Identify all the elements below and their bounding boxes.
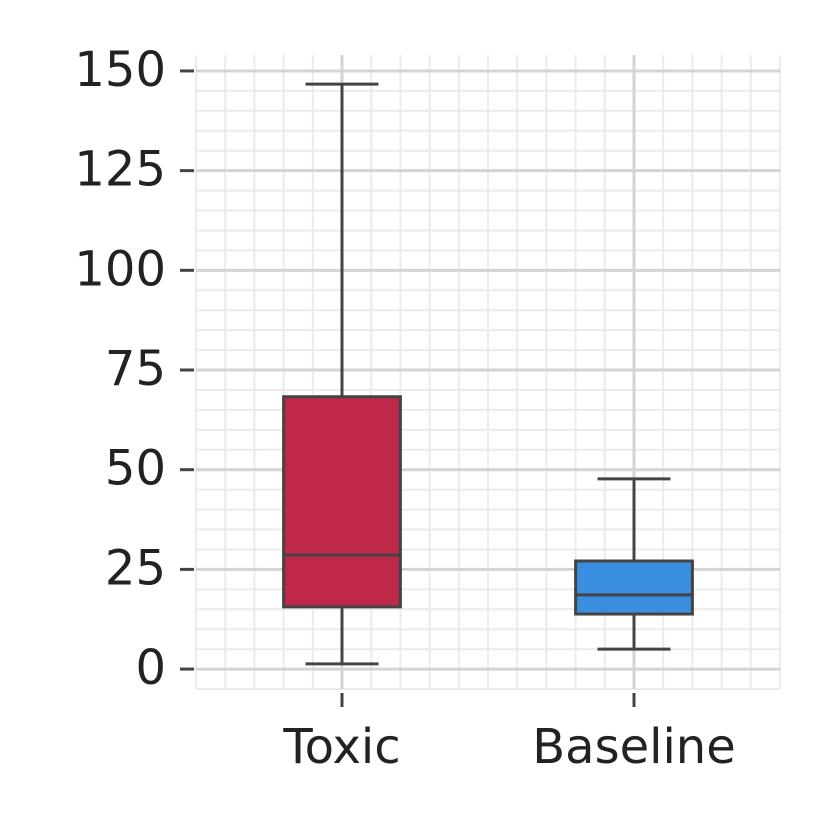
y-tick-label: 50 — [105, 441, 166, 497]
box — [282, 395, 402, 609]
x-tick-label: Baseline — [532, 719, 736, 775]
y-tick-label: 75 — [105, 341, 166, 397]
x-tick-label: Toxic — [282, 719, 400, 775]
y-tick-label: 0 — [135, 640, 166, 696]
y-tick-label: 100 — [74, 241, 166, 297]
y-tick-label: 25 — [105, 540, 166, 596]
box — [574, 559, 694, 616]
y-tick-label: 125 — [74, 142, 166, 198]
y-tick-label: 150 — [74, 42, 166, 98]
